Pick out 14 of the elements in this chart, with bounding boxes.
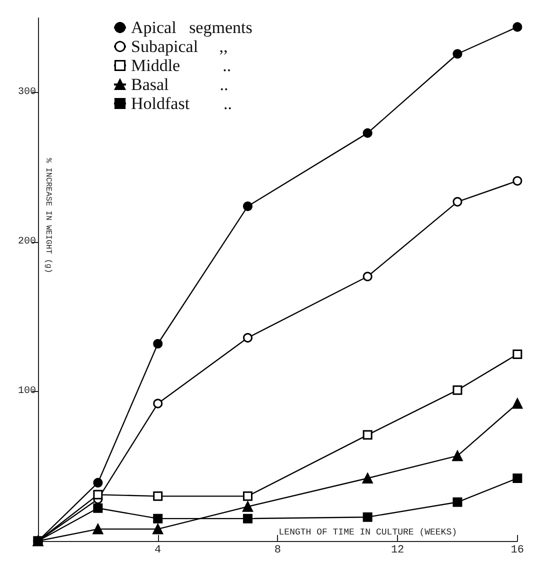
x-tick-label: 8 [274, 544, 282, 556]
legend-label: Apical segments [131, 18, 252, 37]
y-tick-label: 300 [18, 87, 36, 98]
y-tick-label: 200 [18, 236, 36, 248]
x-tick-label: 12 [390, 544, 404, 556]
y-tick-label: 100 [18, 386, 36, 398]
x-axis-title: LENGTH OF TIME IN CULTURE (WEEKS) [278, 528, 458, 538]
x-tick-label: 16 [510, 544, 524, 556]
legend-label: Subapical ,, [131, 37, 228, 56]
legend-label: Basal .. [131, 75, 228, 94]
legend-label: Middle .. [131, 56, 232, 75]
legend-label: Holdfast .. [131, 94, 232, 113]
y-axis-title: % INCREASE IN WEIGHT (g) [44, 158, 52, 274]
x-tick-label: 4 [154, 544, 162, 556]
